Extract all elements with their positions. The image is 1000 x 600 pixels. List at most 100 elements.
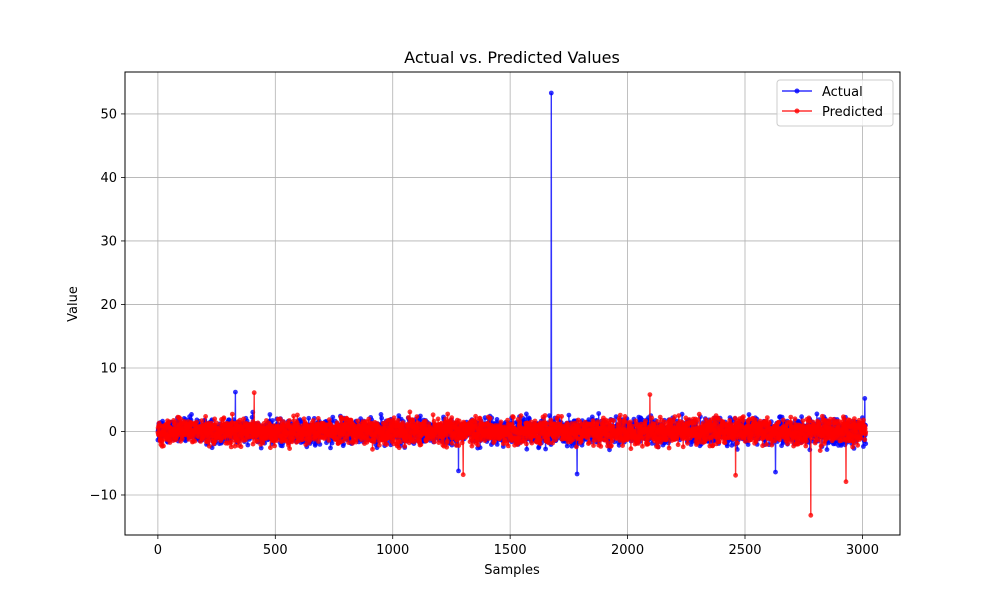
data-point [610,424,616,430]
data-point [494,417,500,422]
data-point [559,414,564,419]
data-point [291,413,296,419]
data-point [586,440,592,445]
data-point [295,412,300,418]
data-point [475,442,481,448]
data-point [189,412,194,417]
data-point [418,442,424,447]
data-point [605,440,611,445]
data-point [430,412,436,418]
series-predicted [155,390,869,518]
data-point [241,416,247,422]
data-point [366,416,372,422]
data-point [400,420,406,426]
data-point [611,418,616,424]
data-point [591,443,596,448]
data-point [616,442,622,448]
data-point [469,443,475,449]
data-point [328,445,333,451]
data-point [272,443,277,449]
data-point [214,420,219,426]
data-point [456,468,461,474]
data-point [498,419,504,425]
data-point [398,439,403,445]
data-point [346,440,351,445]
data-point [550,440,556,446]
data-point [431,439,437,445]
data-point [546,440,552,446]
data-point [414,414,420,419]
data-point [460,472,466,478]
data-point [862,396,868,401]
chart-title: Actual vs. Predicted Values [404,48,620,67]
data-point [505,443,511,449]
data-point [194,419,200,425]
data-point [543,446,548,452]
data-point [326,417,332,423]
data-point [245,442,251,448]
data-point [410,417,416,423]
data-point [459,440,465,446]
data-point [315,416,321,421]
data-point [258,445,264,451]
data-point [203,414,209,419]
data-point [287,418,292,423]
data-point [473,413,478,419]
data-point [407,409,413,415]
data-point [228,444,234,450]
data-point [329,440,335,446]
data-point [505,417,510,423]
data-point [179,436,185,442]
data-point [511,414,516,420]
data-point [206,443,212,449]
data-point [445,411,451,417]
data-point [532,418,538,424]
data-point [524,441,529,447]
data-point [221,415,227,421]
data-point [330,414,336,420]
data-point [423,418,428,424]
data-point [799,414,804,420]
data-point [443,416,448,422]
data-point [334,436,340,441]
data-point [371,439,377,445]
data-point [538,437,543,442]
data-point [161,443,166,449]
data-point [449,415,455,421]
data-point [392,438,397,444]
data-point [310,418,316,423]
data-point [402,443,408,449]
data-point [548,90,554,96]
data-point [456,443,462,448]
data-point [517,420,523,425]
data-point [267,412,273,417]
data-point [548,417,554,423]
data-point [199,418,205,423]
data-point [449,440,455,446]
data-point [192,438,198,444]
data-point [395,418,401,423]
data-point [547,413,552,419]
data-point [814,411,820,417]
data-point [370,446,375,452]
data-point [524,446,530,452]
data-point [863,441,869,447]
data-point [487,415,493,421]
data-point [574,471,580,477]
data-point [280,419,286,424]
data-point [229,411,235,417]
data-point [355,418,361,424]
data-point [233,389,238,395]
data-point [566,412,572,418]
data-point [236,439,242,444]
data-point [167,419,172,425]
data-point [270,418,275,423]
data-point [444,444,450,450]
data-point [518,413,524,419]
data-point [306,415,312,421]
data-point [521,438,526,444]
data-point [212,416,218,422]
data-point [595,419,601,425]
data-point [574,444,579,450]
